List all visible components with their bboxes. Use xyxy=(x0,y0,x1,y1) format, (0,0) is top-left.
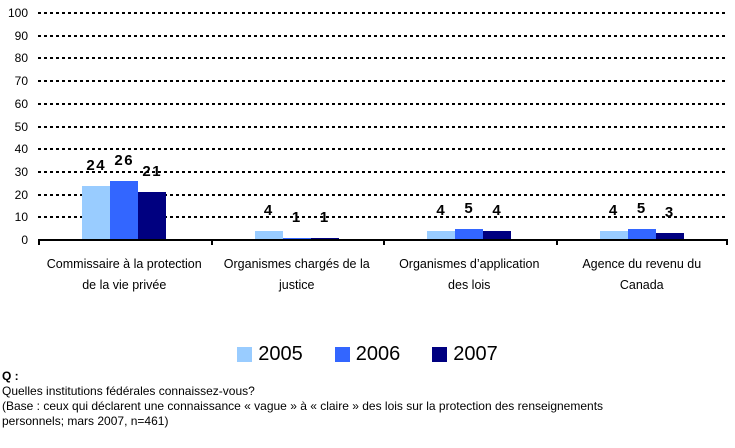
legend-swatch-2007 xyxy=(432,346,448,362)
legend-label: 2007 xyxy=(453,343,498,365)
category-label: Organismes chargés de la justice xyxy=(223,257,370,292)
gridline xyxy=(38,125,728,128)
gridline xyxy=(38,34,728,37)
x-axis-tick xyxy=(726,240,728,245)
y-axis-label: 20 xyxy=(14,187,28,202)
legend-label: 2006 xyxy=(355,343,401,365)
bar-2005 xyxy=(254,230,283,240)
base-text-line2: personnels; mars 2007, n=461) xyxy=(2,414,169,428)
bar-value-label: 4 xyxy=(608,201,619,219)
y-axis-label: 0 xyxy=(21,233,28,247)
y-axis-label: 80 xyxy=(14,51,28,66)
bar-2007 xyxy=(310,237,339,240)
bar-2005 xyxy=(82,185,111,240)
y-axis-label: 10 xyxy=(14,210,28,225)
gridline xyxy=(38,148,728,151)
x-axis-tick xyxy=(383,240,385,245)
bar-value-label: 3 xyxy=(664,204,675,222)
question-label: Q : xyxy=(2,369,19,383)
bar-2007 xyxy=(138,192,167,240)
x-axis-tick xyxy=(210,240,213,245)
legend-swatch-2005 xyxy=(237,346,253,362)
x-axis-tick xyxy=(38,240,40,245)
gridline xyxy=(38,193,728,196)
legend-item: 2006 xyxy=(334,342,401,366)
bar-value-label: 5 xyxy=(464,199,475,217)
bar-value-label: 1 xyxy=(319,208,330,226)
y-axis-label: 60 xyxy=(14,96,28,111)
bar-value-label: 21 xyxy=(142,163,163,181)
y-axis-label: 40 xyxy=(14,142,28,157)
gridline xyxy=(38,12,728,14)
footnote: Q : Quelles institutions fédérales conna… xyxy=(2,369,722,429)
category-label: Agence du revenu du Canada xyxy=(582,257,702,292)
bar-2006 xyxy=(455,228,484,240)
question-text: Quelles institutions fédérales connaisse… xyxy=(2,384,255,398)
bar-2007 xyxy=(483,230,512,240)
x-axis-tick xyxy=(555,240,558,245)
bar-value-label: 4 xyxy=(263,201,274,219)
bar-2005 xyxy=(599,230,628,240)
bar-2006 xyxy=(282,237,311,240)
y-axis-label: 100 xyxy=(7,6,28,20)
y-axis-label: 70 xyxy=(14,74,28,89)
bar-value-label: 4 xyxy=(492,201,503,219)
category-label: Organismes d’application des lois xyxy=(399,257,540,292)
plot-area: 0 10 20 30 40 50 60 70 80 90 100 24 26 21 Commissaire … xyxy=(7,6,728,292)
category-label: Commissaire à la protection de la vie pr… xyxy=(46,257,202,292)
gridline xyxy=(38,57,728,60)
gridline xyxy=(38,80,728,83)
y-axis-label: 50 xyxy=(14,119,28,134)
y-axis-label: 30 xyxy=(14,164,28,179)
bar-value-label: 1 xyxy=(291,208,302,226)
bar-value-label: 4 xyxy=(436,201,447,219)
bar-2005 xyxy=(427,230,456,240)
bar-2006 xyxy=(627,228,656,240)
gridline xyxy=(38,216,728,219)
bar-value-label: 26 xyxy=(114,151,135,169)
legend-item: 2007 xyxy=(432,342,498,366)
bar-2007 xyxy=(655,233,684,240)
bar-2006 xyxy=(110,180,139,240)
bar-value-label: 5 xyxy=(636,199,647,217)
gridline xyxy=(38,102,728,105)
base-text-line1: (Base : ceux qui déclarent une connaissa… xyxy=(2,399,604,413)
legend-item: 2005 xyxy=(237,342,303,366)
y-axis-label: 90 xyxy=(14,28,28,43)
chart-legend: 2005 2006 2007 xyxy=(0,341,735,367)
gridline xyxy=(38,170,728,173)
bar-value-label: 24 xyxy=(86,156,107,174)
legend-swatch-2006 xyxy=(334,346,350,362)
legend-label: 2005 xyxy=(258,343,303,365)
